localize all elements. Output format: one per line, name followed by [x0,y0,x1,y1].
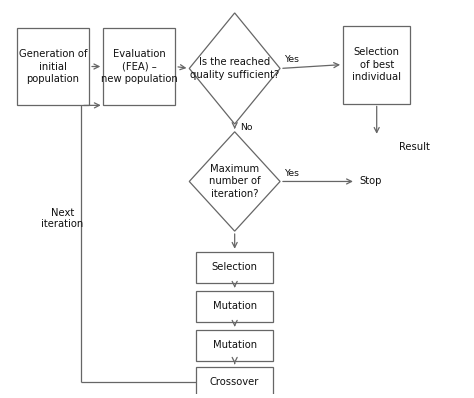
FancyBboxPatch shape [196,367,273,398]
FancyBboxPatch shape [196,291,273,322]
Text: Yes: Yes [284,169,299,178]
Text: Mutation: Mutation [213,301,257,311]
Text: Maximum
number of
iteration?: Maximum number of iteration? [209,164,261,199]
Text: Generation of
initial
population: Generation of initial population [19,49,87,84]
FancyBboxPatch shape [103,27,175,105]
Text: Yes: Yes [284,55,299,64]
FancyBboxPatch shape [17,27,89,105]
Text: Crossover: Crossover [210,377,259,387]
FancyBboxPatch shape [196,330,273,361]
Text: No: No [240,123,253,133]
Polygon shape [189,13,280,124]
Text: Evaluation
(FEA) –
new population: Evaluation (FEA) – new population [101,49,178,84]
Text: Selection
of best
individual: Selection of best individual [352,47,401,82]
Text: Mutation: Mutation [213,340,257,350]
Polygon shape [189,132,280,231]
Text: Result: Result [399,142,429,152]
FancyBboxPatch shape [196,252,273,283]
Text: Selection: Selection [212,262,258,272]
Text: Is the reached
quality sufficient?: Is the reached quality sufficient? [190,57,279,80]
FancyBboxPatch shape [343,25,410,103]
Text: Stop: Stop [359,176,382,187]
Text: Next
iteration: Next iteration [41,208,83,229]
